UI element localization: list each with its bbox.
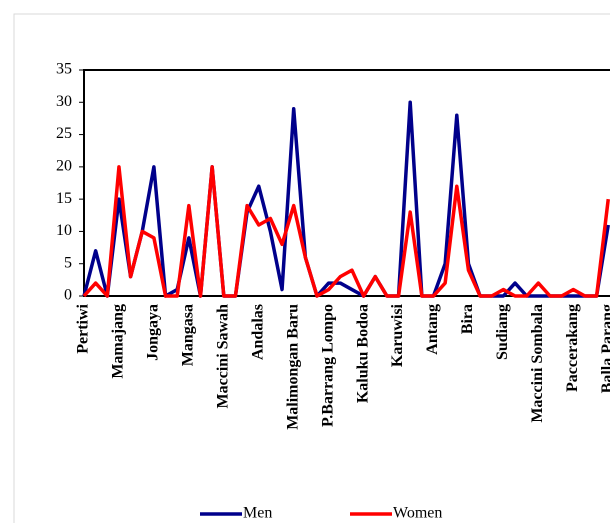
x-tick-label: Kaluku Bodoa — [354, 304, 371, 403]
x-tick-label: Malimongan Baru — [284, 304, 301, 430]
y-tick-label: 35 — [56, 61, 72, 78]
y-tick-label: 10 — [56, 222, 72, 239]
x-tick-label: Bira — [459, 304, 476, 334]
y-tick-label: 25 — [56, 125, 72, 142]
plot-frame — [83, 69, 610, 297]
y-tick-label: 30 — [56, 93, 72, 110]
x-tick-label: Andalas — [249, 304, 266, 360]
x-tick-label: Mamajang — [110, 304, 127, 379]
legend-label: Men — [243, 505, 272, 522]
x-tick-label: Antang — [424, 304, 441, 355]
y-tick-label: 0 — [64, 287, 72, 304]
x-tick-label: Paccerakang — [564, 304, 581, 392]
x-tick-label: Mangasa — [180, 304, 197, 366]
x-tick-label: Maccini Sawah — [214, 304, 231, 409]
line-series — [82, 100, 610, 298]
x-tick-label: Sudiang — [494, 304, 511, 360]
x-tick-label: P.Barrang Lompo — [319, 304, 336, 427]
y-tick-label: 20 — [56, 158, 72, 175]
legend-label: Women — [393, 505, 442, 522]
x-tick-label: Balla Parang — [599, 304, 610, 393]
y-tick-label: 5 — [64, 254, 72, 271]
x-tick-label: Karuwisi — [389, 303, 406, 367]
plot-area: 0 5 10 15 20 25 30 35 Pertiwi Mamajang Jongaya Mang… — [56, 61, 610, 430]
x-tick-label: Maccini Sombala — [529, 304, 546, 423]
chart-border — [13, 13, 610, 523]
line-series — [82, 165, 610, 298]
x-tick-label: Jongaya — [145, 304, 162, 361]
y-tick-label: 15 — [56, 190, 72, 207]
x-tick-label: Pertiwi — [75, 303, 92, 353]
